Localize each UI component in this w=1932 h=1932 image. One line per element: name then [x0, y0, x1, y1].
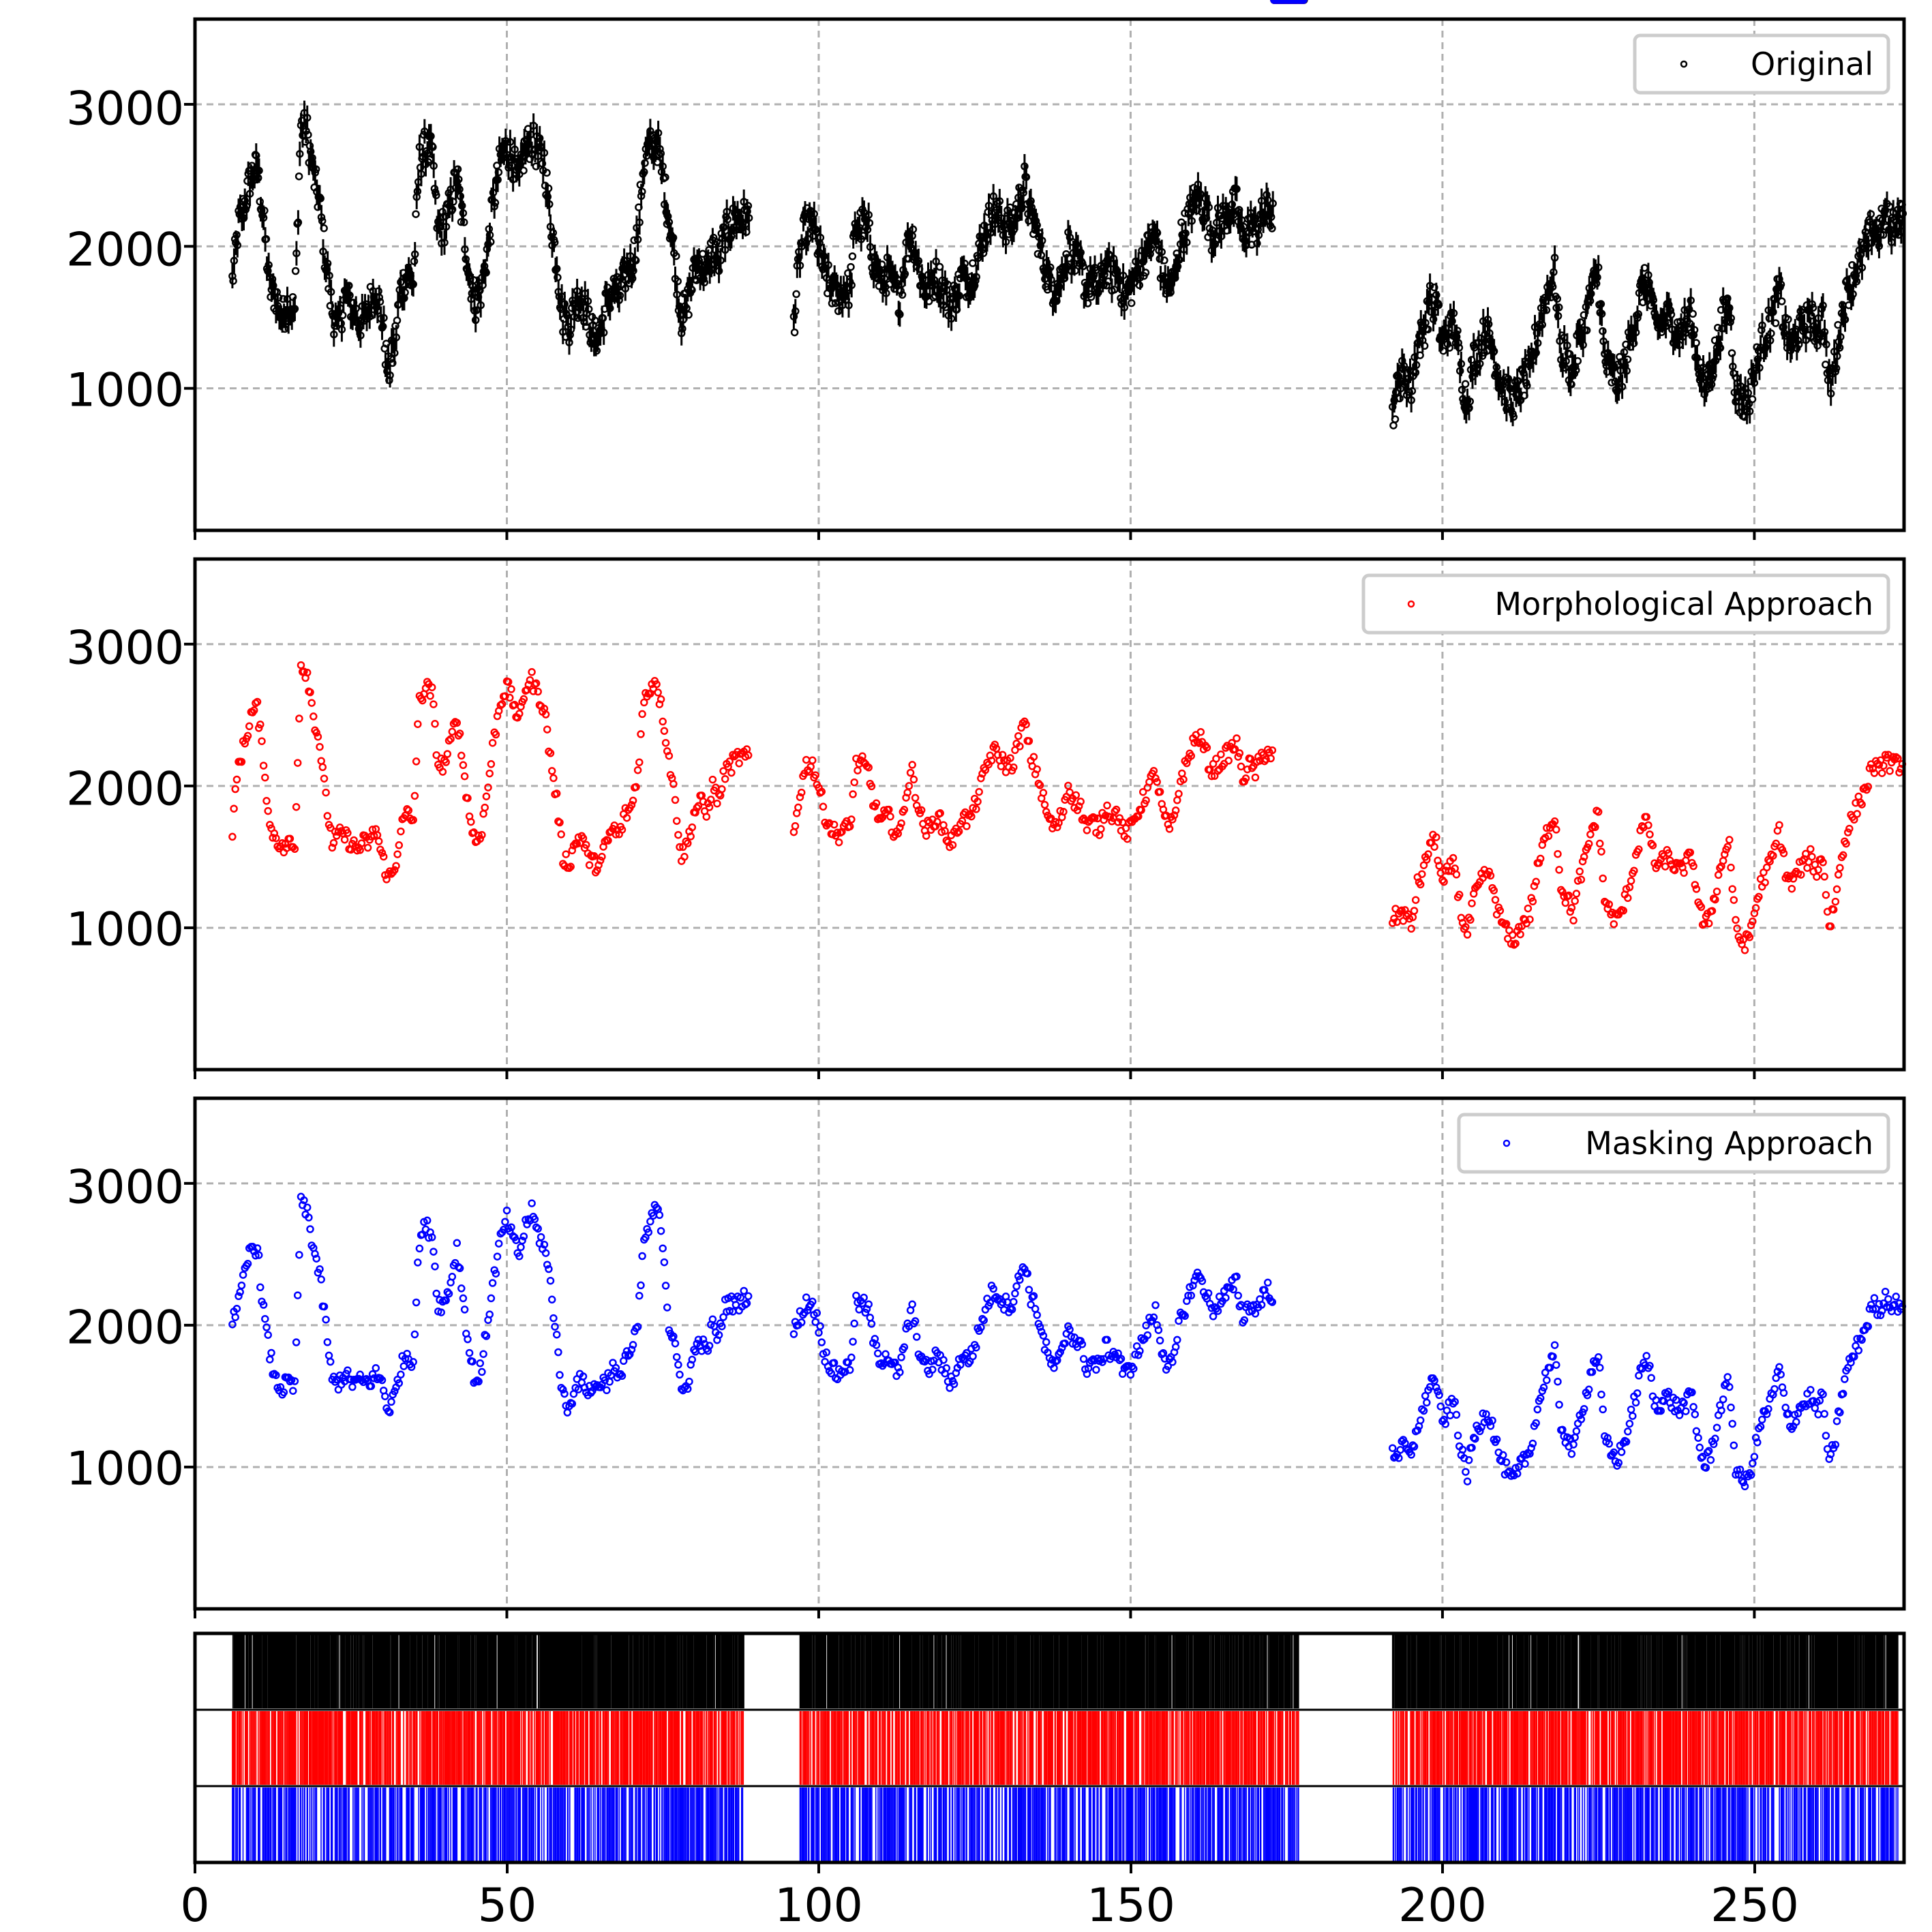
ytick-label-2000: 2000 — [66, 763, 184, 817]
legend: Original — [1633, 33, 1890, 95]
panel-original: 3000 2000 1000 Original — [66, 0, 1907, 540]
data-point — [382, 339, 391, 348]
data-point — [312, 165, 320, 173]
data-point — [376, 297, 384, 306]
data-point — [393, 316, 402, 324]
data-point — [519, 166, 528, 175]
data-point — [672, 252, 680, 260]
ytick-label-1000: 1000 — [66, 903, 184, 957]
data-point — [543, 168, 551, 177]
legend-label-masking: Masking Approach — [1585, 1125, 1873, 1162]
ytick-label-1000: 1000 — [66, 364, 184, 418]
series-original — [228, 0, 1907, 429]
data-point — [487, 238, 495, 246]
data-point — [316, 194, 324, 202]
legend: Masking Approach — [1457, 1113, 1890, 1174]
data-point — [544, 184, 553, 193]
data-point — [412, 210, 420, 218]
data-point — [262, 235, 271, 243]
data-point — [584, 305, 593, 314]
ytick-label-3000: 3000 — [66, 1161, 184, 1215]
data-point — [688, 286, 696, 295]
legend-label-original: Original — [1751, 46, 1873, 82]
data-point — [532, 162, 541, 170]
ytick-label-3000: 3000 — [66, 82, 184, 136]
data-point — [429, 142, 437, 151]
data-point — [669, 233, 678, 242]
ytick-label-2000: 2000 — [66, 1301, 184, 1355]
data-point — [491, 198, 500, 207]
data-point — [318, 217, 327, 225]
data-point — [291, 267, 300, 275]
ytick-label-3000: 3000 — [66, 622, 184, 676]
data-point — [295, 172, 303, 181]
data-point — [401, 288, 409, 297]
data-point — [432, 191, 440, 200]
data-point — [274, 294, 283, 302]
legend-label-morphological: Morphological Approach — [1494, 586, 1873, 622]
data-point — [674, 277, 682, 286]
data-point — [494, 168, 503, 177]
data-point — [591, 316, 599, 325]
data-point — [616, 291, 624, 300]
data-point — [459, 218, 468, 226]
data-point — [684, 311, 693, 319]
data-point — [550, 238, 559, 247]
data-point — [638, 187, 646, 196]
ytick-label-1000: 1000 — [66, 1443, 184, 1496]
data-point — [279, 295, 288, 303]
data-point — [661, 173, 669, 181]
data-point — [260, 207, 269, 215]
data-point — [653, 158, 662, 166]
ytick-label-2000: 2000 — [66, 224, 184, 277]
data-point — [631, 256, 640, 265]
data-point — [472, 306, 481, 314]
data-point — [792, 290, 800, 299]
data-point — [449, 198, 457, 206]
data-point — [457, 217, 466, 226]
data-point — [320, 224, 328, 232]
data-point — [656, 149, 665, 157]
legend: Morphological Approach — [1361, 573, 1890, 635]
data-point — [482, 269, 490, 277]
data-point — [723, 215, 732, 224]
data-point — [229, 277, 237, 285]
data-point — [742, 228, 751, 237]
data-point — [790, 328, 799, 337]
data-point — [304, 130, 312, 139]
